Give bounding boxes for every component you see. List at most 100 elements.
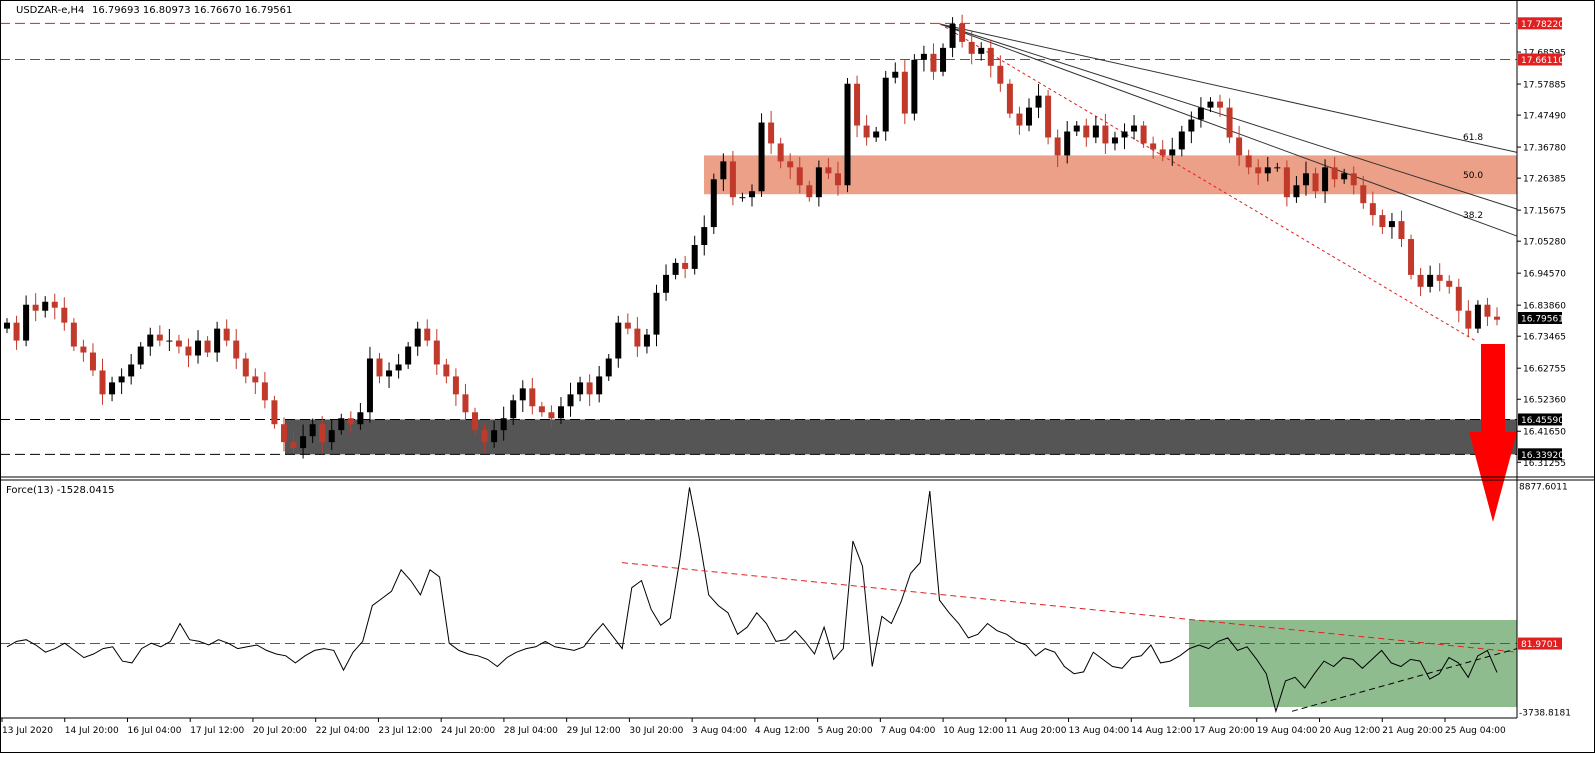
- candle-body: [1341, 173, 1348, 180]
- bearish-arrow: [1469, 344, 1517, 522]
- candle-body: [1159, 149, 1166, 156]
- candle-body: [109, 382, 116, 395]
- x-tick-label: 30 Jul 20:00: [629, 726, 683, 736]
- force-index-label: Force(13) -1528.0415: [6, 485, 114, 496]
- x-tick-label: 19 Aug 04:00: [1257, 726, 1318, 736]
- price-levels-layer: [0, 22, 1517, 455]
- candle-body: [80, 346, 87, 353]
- x-tick-label: 21 Aug 20:00: [1382, 726, 1443, 736]
- y-tick-label: 17.15675: [1523, 207, 1566, 217]
- support-zone: [285, 419, 1517, 455]
- candle-body: [175, 340, 182, 347]
- candle-body: [128, 364, 135, 377]
- candle-body: [749, 191, 755, 198]
- candle-body: [1121, 131, 1128, 138]
- candle-body: [1264, 167, 1271, 174]
- x-tick-label: 17 Jul 12:00: [190, 726, 244, 736]
- candle-body: [968, 41, 975, 54]
- candle-body: [567, 394, 574, 407]
- candle-body: [366, 358, 373, 413]
- candle-body: [1408, 239, 1415, 275]
- candle-body: [1360, 185, 1367, 204]
- candle-body: [1302, 173, 1309, 186]
- candle-body: [1045, 95, 1052, 138]
- candle-body: [1169, 149, 1176, 156]
- force-tick-label: 81.9701: [1521, 640, 1558, 650]
- candle-body: [405, 346, 412, 365]
- candle-body: [777, 143, 784, 162]
- candle-body: [195, 340, 202, 356]
- candle-body: [1398, 221, 1405, 240]
- candle-body: [89, 352, 96, 371]
- candle-body: [834, 173, 841, 186]
- candle-body: [1188, 119, 1195, 132]
- candle-body: [290, 442, 297, 449]
- candle-body: [643, 334, 650, 347]
- candle-body: [1035, 95, 1042, 108]
- candles-layer: [4, 14, 1500, 459]
- candle-body: [911, 59, 918, 114]
- candle-body: [1140, 125, 1147, 144]
- candle-body: [892, 71, 899, 78]
- candle-body: [1388, 221, 1395, 228]
- candle-body: [386, 370, 393, 377]
- x-tick-label: 13 Aug 04:00: [1069, 726, 1130, 736]
- candle-body: [739, 197, 746, 199]
- candle-body: [557, 406, 564, 419]
- candle-body: [720, 161, 727, 180]
- x-tick-label: 16 Jul 04:00: [127, 726, 181, 736]
- zones-layer: [285, 155, 1517, 707]
- candle-body: [1322, 167, 1329, 192]
- candle-body: [1293, 185, 1300, 198]
- candle-body: [710, 179, 717, 228]
- price-tag-label: 16.45590: [1521, 416, 1564, 426]
- candle-body: [1006, 83, 1013, 114]
- price-tag-label: 17.66110: [1521, 56, 1564, 66]
- candle-body: [4, 322, 10, 329]
- x-tick-label: 14 Aug 12:00: [1131, 726, 1192, 736]
- candle-body: [844, 83, 851, 186]
- x-tick-label: 5 Aug 20:00: [818, 726, 873, 736]
- ohlc-readout: 16.79693 16.80973 16.76670 16.79561: [92, 5, 292, 16]
- candle-body: [147, 334, 154, 347]
- y-tick-label: 17.26385: [1523, 175, 1566, 185]
- candle-body: [548, 412, 555, 419]
- candle-body: [1274, 167, 1281, 169]
- candle-body: [1016, 113, 1023, 126]
- candle-body: [959, 23, 966, 42]
- candle-body: [1236, 137, 1243, 156]
- candle-body: [1054, 137, 1061, 156]
- candle-body: [1102, 125, 1109, 144]
- price-tag: [1518, 448, 1562, 461]
- x-tick-label: 20 Aug 12:00: [1320, 726, 1381, 736]
- force-support-trendline: [1291, 648, 1518, 712]
- y-tick-label: 16.62755: [1523, 365, 1566, 375]
- y-tick-label: 16.83860: [1523, 302, 1566, 312]
- candle-body: [23, 304, 30, 341]
- candle-body: [653, 292, 660, 335]
- candle-body: [882, 77, 889, 132]
- x-tick-label: 4 Aug 12:00: [755, 726, 810, 736]
- price-tag: [1518, 413, 1562, 426]
- candle-body: [510, 400, 517, 419]
- price-tag-label: 17.78220: [1521, 20, 1564, 30]
- candle-body: [768, 122, 775, 144]
- candle-body: [1083, 125, 1090, 138]
- candle-body: [1283, 167, 1290, 198]
- candle-body: [357, 412, 364, 425]
- candle-body: [309, 424, 316, 437]
- candle-body: [701, 227, 708, 245]
- fibonacci-level-label: 61.8: [1463, 133, 1483, 143]
- candle-body: [1484, 304, 1491, 317]
- candle-body: [443, 364, 450, 377]
- force-tick-label: -3738.8181: [1519, 709, 1571, 719]
- candle-body: [815, 167, 822, 198]
- candle-body: [997, 65, 1004, 84]
- candle-body: [806, 185, 813, 198]
- x-tick-label: 23 Jul 12:00: [378, 726, 432, 736]
- candle-body: [214, 328, 221, 353]
- candle-body: [137, 346, 144, 365]
- candle-body: [1494, 316, 1500, 320]
